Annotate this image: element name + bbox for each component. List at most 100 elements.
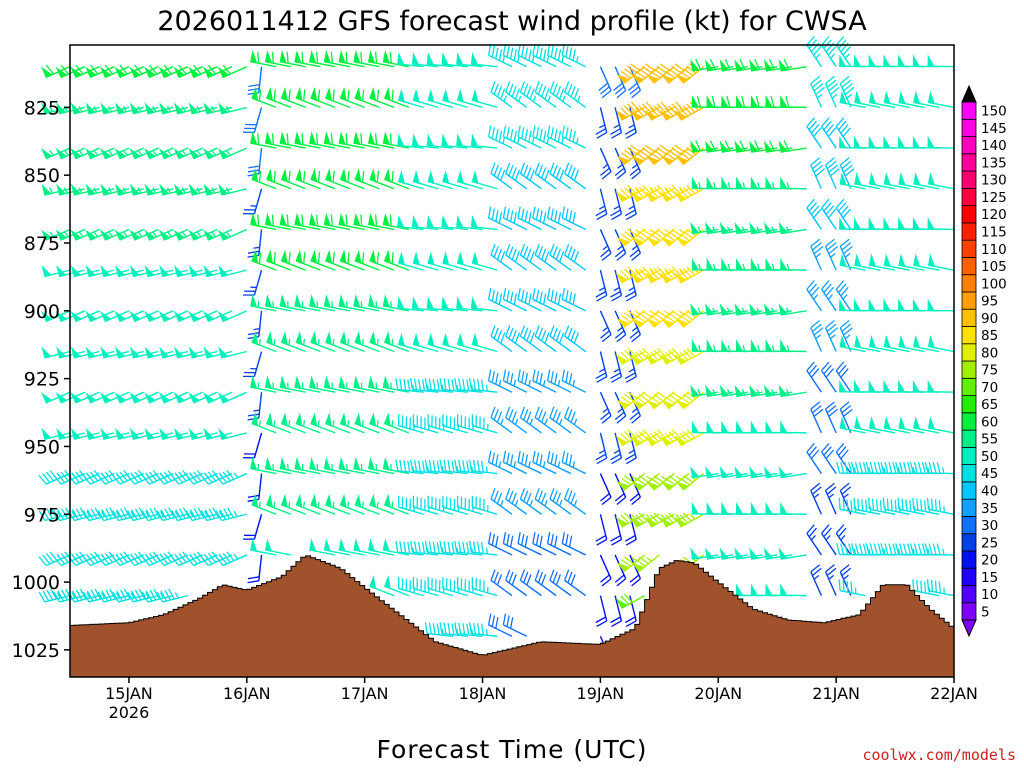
wind-barb <box>353 212 380 231</box>
wind-barb <box>616 144 646 166</box>
wind-barb <box>719 547 748 560</box>
wind-barb <box>806 361 822 393</box>
wind-barb <box>610 351 623 383</box>
x-tick-label: 15JAN <box>105 684 153 703</box>
wind-barb <box>129 265 159 278</box>
wind-barb <box>295 493 321 515</box>
colorbar-label: 20 <box>981 553 998 569</box>
wind-barb <box>354 331 380 353</box>
wind-barb <box>412 88 439 109</box>
wind-barb <box>412 170 439 190</box>
wind-barb <box>395 459 424 475</box>
y-tick-label: 825 <box>24 97 60 119</box>
wind-barb <box>836 543 866 556</box>
x-axis: 15JAN 16JAN 17JAN 18JAN 19JAN 20JAN 21JAN 22JAN… <box>105 677 978 722</box>
wind-barb <box>519 488 542 515</box>
wind-barb <box>369 331 395 353</box>
wind-barb <box>266 168 292 190</box>
wind-barb <box>706 420 734 434</box>
wind-barb <box>70 265 100 278</box>
colorbar-cell <box>961 412 977 431</box>
wind-barb <box>442 332 468 353</box>
wind-barb <box>631 473 660 491</box>
colorbar-label: 110 <box>981 242 1007 258</box>
wind-barb <box>502 125 528 149</box>
wind-barb <box>599 310 612 343</box>
wind-barb <box>534 325 557 353</box>
wind-barb <box>821 198 837 230</box>
x-tick-label: 21JAN <box>812 684 860 703</box>
wind-barb <box>250 50 277 68</box>
wind-barb <box>264 131 292 149</box>
wind-barb <box>675 391 704 410</box>
wind-barb <box>532 450 557 475</box>
wind-barb <box>411 133 439 149</box>
wind-barb <box>868 379 896 393</box>
wind-barb <box>780 420 807 434</box>
wind-barb <box>750 420 778 434</box>
wind-barb <box>821 524 837 556</box>
wind-barb <box>624 188 637 221</box>
wind-barb <box>824 157 840 190</box>
colorbar-label: 50 <box>981 449 998 465</box>
colorbar-cell <box>961 602 977 621</box>
wind-barb <box>115 427 144 440</box>
wind-barb <box>338 375 365 393</box>
wind-barb <box>279 131 306 149</box>
wind-barb <box>266 249 292 271</box>
wind-barb <box>383 412 410 434</box>
wind-barb <box>369 86 395 109</box>
wind-barb <box>251 331 277 353</box>
wind-barb <box>659 429 690 447</box>
wind-barb <box>599 147 612 180</box>
colorbar-cell <box>961 516 977 535</box>
wind-barb <box>631 391 660 410</box>
wind-barb <box>442 577 468 597</box>
wind-barb <box>924 543 955 556</box>
wind-barb <box>806 280 822 312</box>
wind-barb <box>624 432 637 465</box>
wind-barb <box>251 493 277 515</box>
wind-barb <box>659 347 690 365</box>
wind-barb <box>471 332 498 353</box>
wind-barb <box>912 298 940 312</box>
wind-barb <box>159 427 189 440</box>
wind-barb <box>294 375 321 393</box>
wind-barb <box>251 249 277 271</box>
wind-barb <box>412 332 439 353</box>
wind-barb <box>247 147 263 177</box>
colorbar-label: 60 <box>981 414 998 430</box>
wind-barb <box>218 427 247 440</box>
wind-barb <box>780 583 807 597</box>
wind-barb <box>810 564 823 596</box>
colorbar-cell <box>961 153 977 172</box>
wind-barb <box>295 331 321 353</box>
wind-barb <box>749 466 778 479</box>
wind-barb <box>505 406 528 434</box>
wind-barb <box>615 593 645 609</box>
wind-barb <box>251 412 277 434</box>
wind-barb <box>427 414 454 434</box>
wind-barb <box>397 133 424 149</box>
wind-barb <box>883 379 910 393</box>
wind-barb <box>487 532 513 556</box>
wind-barb <box>824 564 837 596</box>
wind-barb <box>519 162 542 190</box>
wind-barb <box>411 214 439 231</box>
wind-barb <box>561 450 586 475</box>
wind-barb <box>218 102 247 115</box>
wind-barb <box>310 412 336 434</box>
wind-barb <box>927 135 955 149</box>
wind-barb <box>203 102 233 115</box>
wind-barb <box>383 331 410 353</box>
wind-barb <box>242 107 263 134</box>
wind-barb <box>468 459 498 475</box>
colorbar-cell <box>961 585 977 604</box>
wind-barb <box>806 117 822 149</box>
wind-barb <box>646 391 675 410</box>
wind-barb <box>156 588 189 603</box>
colorbar-label: 130 <box>981 173 1007 189</box>
wind-barb <box>763 547 793 560</box>
wind-barb <box>310 331 336 353</box>
wind-barb <box>674 184 704 203</box>
